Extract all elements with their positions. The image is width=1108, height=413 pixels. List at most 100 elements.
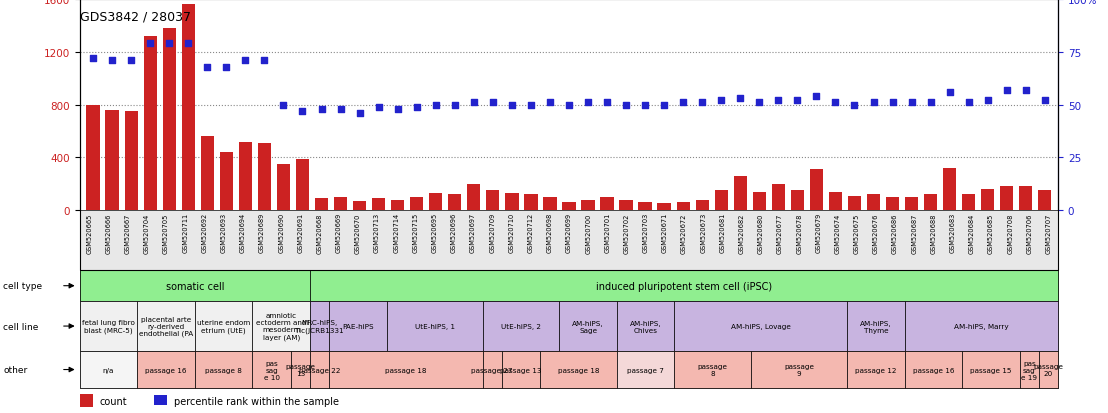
Bar [253, 351, 290, 388]
Bar [448, 194, 461, 211]
Bar [163, 29, 176, 211]
Text: GSM520700: GSM520700 [585, 213, 592, 253]
Text: other: other [3, 365, 28, 374]
Bar [310, 301, 329, 351]
Text: amniotic
ectoderm and
mesoderm
layer (AM): amniotic ectoderm and mesoderm layer (AM… [256, 313, 307, 340]
Point [389, 106, 407, 113]
Text: GSM520705: GSM520705 [163, 213, 170, 253]
Bar [619, 201, 633, 211]
Bar [80, 0, 1058, 271]
Bar [617, 301, 675, 351]
Point [864, 100, 882, 107]
Text: GSM520669: GSM520669 [336, 213, 341, 253]
Text: GSM520709: GSM520709 [490, 213, 495, 253]
Bar [310, 351, 329, 388]
Text: GSM520680: GSM520680 [758, 213, 763, 253]
Bar [137, 351, 195, 388]
Bar [848, 301, 904, 351]
Point [142, 41, 160, 47]
Text: GSM520676: GSM520676 [873, 213, 879, 253]
Bar [329, 351, 483, 388]
Bar [524, 195, 537, 211]
Bar [904, 301, 1058, 351]
Text: passage 15: passage 15 [971, 367, 1012, 373]
Point [236, 58, 254, 64]
Bar [486, 191, 500, 211]
Bar [80, 271, 1058, 301]
Bar [886, 197, 900, 211]
Point [103, 58, 121, 64]
Point [884, 100, 902, 107]
Text: GSM520713: GSM520713 [375, 213, 380, 253]
Bar [962, 195, 975, 211]
Text: pas
sag
e 10: pas sag e 10 [264, 360, 279, 380]
Bar [848, 197, 861, 211]
Bar [353, 202, 367, 211]
Point [256, 58, 274, 64]
Text: passage 22: passage 22 [299, 367, 340, 373]
Point [541, 100, 558, 107]
Point [331, 106, 349, 113]
Point [370, 104, 388, 111]
Text: AM-hiPS,
Sage: AM-hiPS, Sage [573, 320, 604, 333]
Text: pas
sag
e 19: pas sag e 19 [1022, 360, 1037, 380]
Bar [80, 351, 1058, 388]
Text: GSM520706: GSM520706 [1026, 213, 1033, 253]
Bar [290, 351, 310, 388]
Text: GSM520686: GSM520686 [892, 213, 899, 253]
Point [617, 102, 635, 109]
Bar [1001, 186, 1014, 211]
Text: GSM520693: GSM520693 [220, 213, 227, 253]
Text: GSM520681: GSM520681 [719, 213, 726, 253]
Text: cell line: cell line [3, 322, 39, 331]
Point [484, 100, 502, 107]
Text: passage 16: passage 16 [913, 367, 954, 373]
Text: GSM520715: GSM520715 [412, 213, 419, 253]
Text: placental arte
ry-derived
endothelial (PA: placental arte ry-derived endothelial (P… [138, 316, 193, 337]
Text: passage 18: passage 18 [386, 367, 427, 373]
Bar [483, 351, 502, 388]
Text: passage 18: passage 18 [557, 367, 599, 373]
Bar [144, 37, 157, 211]
Point [465, 100, 483, 107]
Bar [1038, 190, 1051, 211]
Text: uterine endom
etrium (UtE): uterine endom etrium (UtE) [197, 320, 250, 333]
Point [1036, 98, 1054, 104]
Text: GSM520667: GSM520667 [125, 213, 131, 253]
Text: GSM520684: GSM520684 [968, 213, 975, 253]
Point [427, 102, 444, 109]
Bar [733, 176, 747, 211]
Bar [1019, 351, 1039, 388]
Bar [137, 301, 195, 351]
Bar [675, 351, 751, 388]
Bar [195, 351, 253, 388]
Point [998, 87, 1016, 94]
Bar [310, 271, 1058, 301]
Text: GSM520701: GSM520701 [604, 213, 611, 253]
Bar [80, 211, 1058, 271]
Text: GSM520671: GSM520671 [661, 213, 668, 253]
Point [122, 58, 140, 64]
Bar [182, 5, 195, 211]
Bar [791, 190, 804, 211]
Text: GSM520707: GSM520707 [1046, 213, 1051, 253]
Text: GSM520711: GSM520711 [183, 213, 188, 253]
Point [408, 104, 425, 111]
Text: passage
13: passage 13 [286, 363, 316, 376]
Text: GSM520668: GSM520668 [317, 213, 322, 253]
Point [675, 100, 692, 107]
Point [694, 100, 711, 107]
Bar [86, 105, 100, 211]
Text: GSM520679: GSM520679 [815, 213, 821, 253]
Text: GSM520699: GSM520699 [566, 213, 572, 253]
Bar [751, 351, 848, 388]
Point [808, 94, 825, 100]
Point [750, 100, 768, 107]
Text: GSM520665: GSM520665 [86, 213, 92, 253]
Bar [677, 203, 690, 211]
Point [579, 100, 597, 107]
Bar [696, 200, 709, 211]
Point [903, 100, 921, 107]
Text: AM-hiPS, Lovage: AM-hiPS, Lovage [731, 323, 791, 329]
Text: GSM520698: GSM520698 [546, 213, 553, 253]
